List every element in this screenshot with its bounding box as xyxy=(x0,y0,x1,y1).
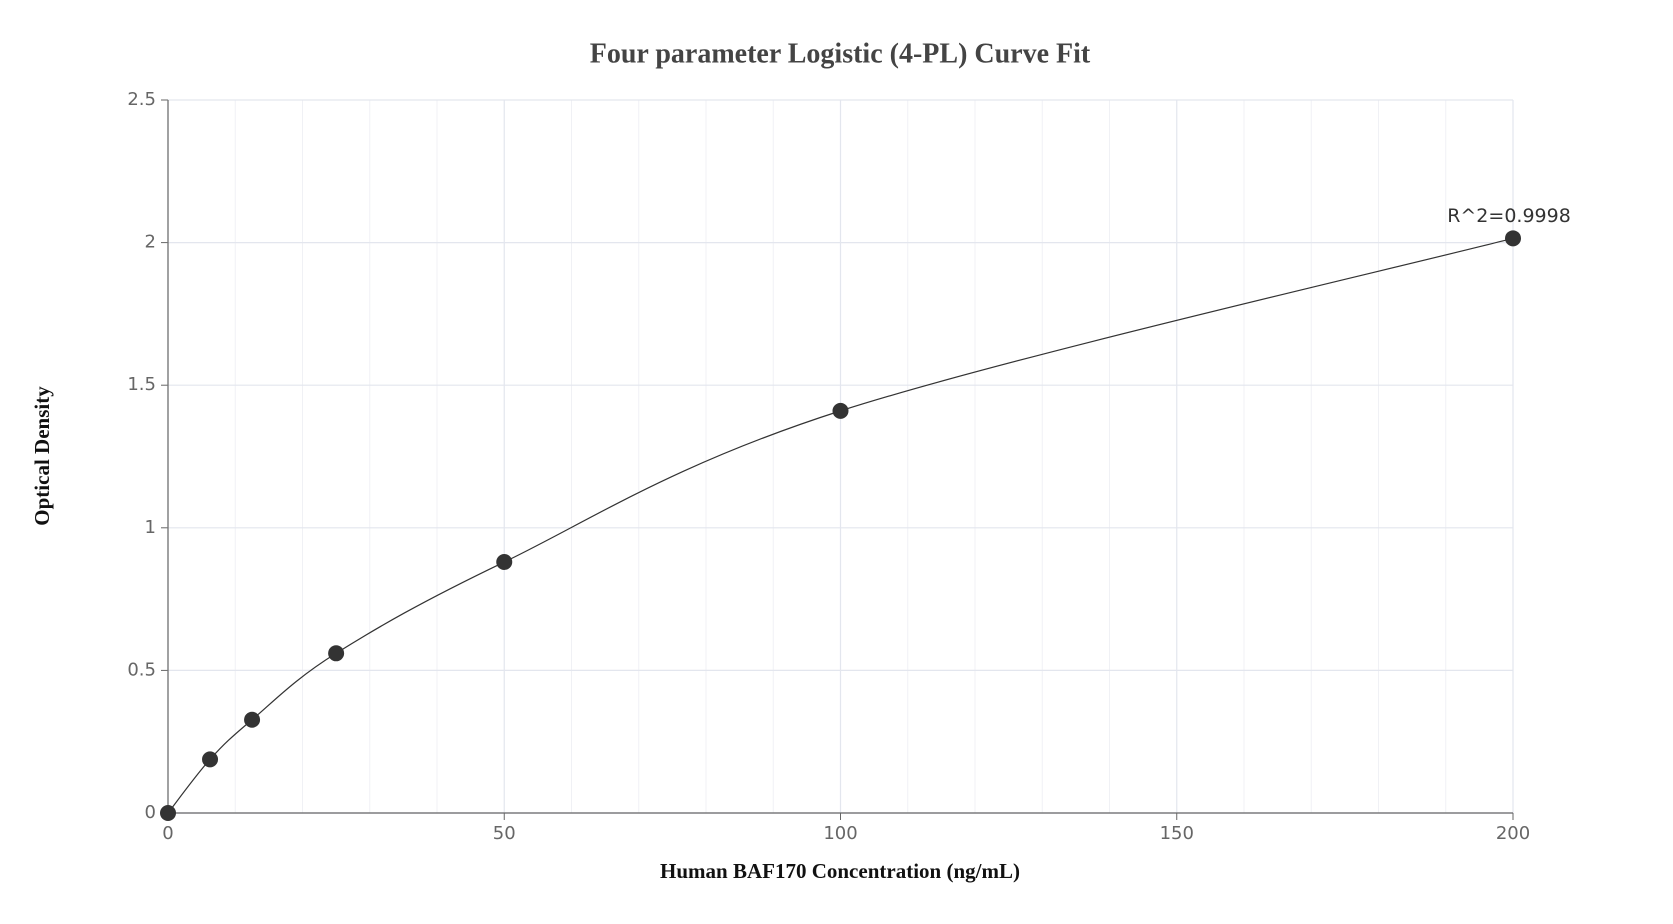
y-tick-label: 0 xyxy=(145,802,156,823)
chart-title: Four parameter Logistic (4-PL) Curve Fit xyxy=(590,38,1091,69)
y-tick-label: 1.5 xyxy=(127,374,156,395)
data-point xyxy=(244,711,261,728)
x-tick-label: 50 xyxy=(493,823,516,844)
y-tick-label: 0.5 xyxy=(127,659,156,680)
x-tick-label: 100 xyxy=(823,823,857,844)
data-point xyxy=(328,645,345,662)
data-point xyxy=(160,805,176,821)
y-tick-label: 1 xyxy=(145,517,156,538)
data-point xyxy=(1505,230,1521,247)
x-tick-label: 0 xyxy=(162,823,173,844)
annotation: R^2=0.9998 xyxy=(1447,205,1571,227)
data-point xyxy=(496,554,513,571)
x-axis-label: Human BAF170 Concentration (ng/mL) xyxy=(660,859,1020,883)
data-point xyxy=(202,751,219,768)
x-tick-label: 150 xyxy=(1160,823,1194,844)
y-axis-label: Optical Density xyxy=(30,386,54,526)
y-tick-label: 2 xyxy=(145,232,156,253)
x-tick-label: 200 xyxy=(1496,823,1530,844)
data-point xyxy=(832,402,849,419)
y-tick-label: 2.5 xyxy=(127,89,156,110)
